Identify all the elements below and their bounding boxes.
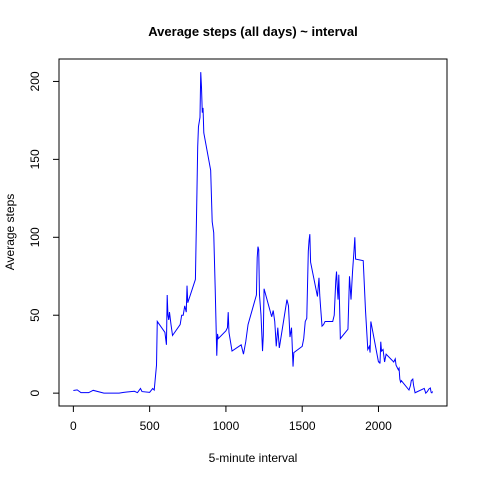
plot-frame (58, 58, 448, 407)
x-axis-label: 5-minute interval (209, 451, 298, 465)
y-tick-label: 0 (28, 389, 42, 396)
y-tick-label: 200 (28, 71, 42, 91)
x-tick-label: 1500 (289, 419, 316, 433)
x-tick-label: 0 (70, 419, 77, 433)
y-tick-label: 150 (28, 149, 42, 169)
y-tick-label: 100 (28, 227, 42, 247)
data-line (73, 72, 434, 395)
x-tick-label: 1000 (213, 419, 240, 433)
x-tick-label: 2000 (365, 419, 392, 433)
y-axis-label: Average steps (3, 194, 17, 271)
chart-title: Average steps (all days) ~ interval (148, 24, 357, 39)
y-tick-label: 50 (28, 308, 42, 322)
x-tick-label: 500 (140, 419, 160, 433)
